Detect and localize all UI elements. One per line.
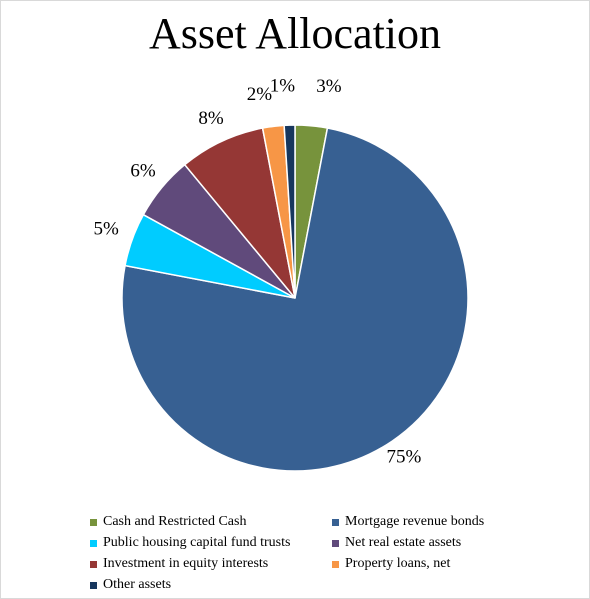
chart-title: Asset Allocation [148, 9, 442, 58]
pie-slice-other-assets [283, 124, 296, 299]
legend-label: Investment in equity interests [103, 556, 269, 571]
legend-item-public-housing-capital-fund-trusts: Public housing capital fund trusts [90, 533, 290, 553]
legend-swatch [90, 518, 97, 526]
legend-item-other-assets: Other assets [90, 575, 171, 595]
legend-label: Cash and Restricted Cash [103, 514, 247, 529]
data-label-public-housing-capital-fund-trusts: 5% [94, 218, 120, 239]
legend-item-property-loans-net: Property loans, net [332, 554, 450, 574]
legend-label: Other assets [103, 577, 172, 592]
legend-label: Property loans, net [345, 556, 451, 571]
data-label-property-loans-net: 2% [247, 84, 273, 105]
data-label-cash-and-restricted-cash: 3% [316, 76, 342, 97]
pie-slice-mortgage-revenue-bonds [121, 127, 469, 472]
data-label-net-real-estate-assets: 6% [130, 161, 156, 182]
data-label-investment-in-equity-interests: 8% [198, 108, 224, 129]
legend-item-net-real-estate-assets: Net real estate assets [332, 533, 461, 553]
legend-swatch [90, 581, 97, 589]
legend-label: Public housing capital fund trusts [103, 535, 291, 550]
legend-label: Mortgage revenue bonds [345, 514, 485, 529]
legend-item-mortgage-revenue-bonds: Mortgage revenue bonds [332, 512, 484, 532]
legend-swatch [90, 560, 97, 568]
chart-legend: Cash and Restricted Cash Mortgage revenue… [0, 510, 590, 596]
legend-item-investment-in-equity-interests: Investment in equity interests [90, 554, 268, 574]
legend-label: Net real estate assets [345, 535, 462, 550]
legend-item-cash-and-restricted-cash: Cash and Restricted Cash [90, 512, 246, 532]
legend-swatch [90, 539, 97, 547]
data-label-mortgage-revenue-bonds: 75% [386, 447, 421, 468]
data-label-other-assets: 1% [270, 75, 296, 96]
legend-swatch [332, 518, 339, 526]
legend-swatch [332, 539, 339, 547]
legend-swatch [332, 560, 339, 568]
